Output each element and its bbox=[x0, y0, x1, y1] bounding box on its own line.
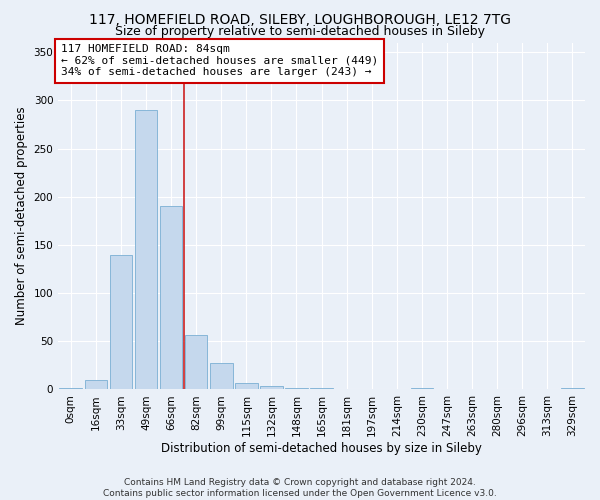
Text: 117 HOMEFIELD ROAD: 84sqm
← 62% of semi-detached houses are smaller (449)
34% of: 117 HOMEFIELD ROAD: 84sqm ← 62% of semi-… bbox=[61, 44, 378, 78]
Bar bbox=[210, 364, 233, 390]
Text: Size of property relative to semi-detached houses in Sileby: Size of property relative to semi-detach… bbox=[115, 25, 485, 38]
Bar bbox=[260, 386, 283, 390]
Bar bbox=[561, 388, 584, 390]
Bar bbox=[185, 334, 208, 390]
Text: Contains HM Land Registry data © Crown copyright and database right 2024.
Contai: Contains HM Land Registry data © Crown c… bbox=[103, 478, 497, 498]
Text: 117, HOMEFIELD ROAD, SILEBY, LOUGHBOROUGH, LE12 7TG: 117, HOMEFIELD ROAD, SILEBY, LOUGHBOROUG… bbox=[89, 12, 511, 26]
Y-axis label: Number of semi-detached properties: Number of semi-detached properties bbox=[15, 106, 28, 326]
Bar bbox=[310, 388, 333, 390]
Bar bbox=[160, 206, 182, 390]
Bar bbox=[134, 110, 157, 390]
Bar bbox=[110, 254, 132, 390]
Bar bbox=[85, 380, 107, 390]
Bar bbox=[235, 382, 257, 390]
Bar bbox=[410, 388, 433, 390]
Bar bbox=[59, 388, 82, 390]
Bar bbox=[285, 388, 308, 390]
X-axis label: Distribution of semi-detached houses by size in Sileby: Distribution of semi-detached houses by … bbox=[161, 442, 482, 455]
